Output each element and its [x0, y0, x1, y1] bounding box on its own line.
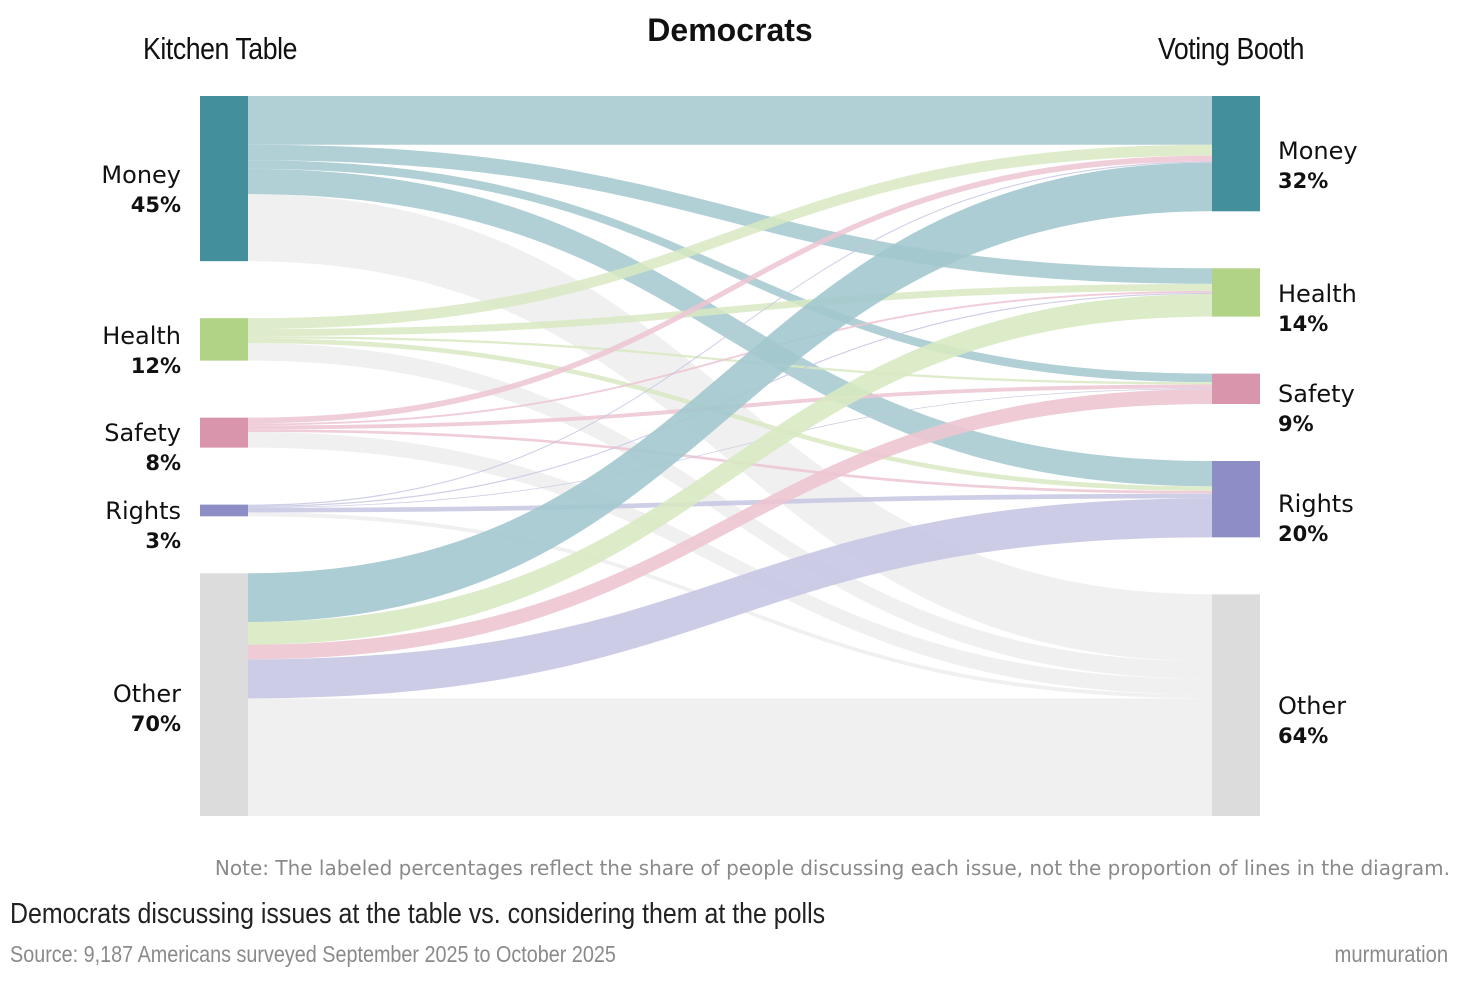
- flow-health-to-money: [248, 144, 1212, 330]
- chart-title: Democrats: [647, 12, 813, 48]
- left-label-health: Health 12%: [21, 321, 181, 381]
- left-label-safety-name: Safety: [104, 419, 181, 447]
- right-label-safety-name: Safety: [1278, 380, 1355, 408]
- left-label-money: Money 45%: [21, 160, 181, 220]
- left-label-other-name: Other: [112, 680, 181, 708]
- flow-other-to-safety: [248, 389, 1212, 660]
- right-column-heading: Voting Booth: [1158, 31, 1305, 66]
- right-label-rights-name: Rights: [1278, 490, 1354, 518]
- left-node-health: [200, 318, 248, 361]
- nodes-layer: [200, 96, 1260, 816]
- brand-logo-text: murmuration: [1334, 941, 1448, 967]
- flow-safety-to-other: [248, 432, 1212, 695]
- left-label-health-name: Health: [102, 322, 181, 350]
- right-label-money-name: Money: [1278, 137, 1358, 165]
- left-node-rights: [200, 504, 248, 517]
- flow-money-to-rights: [248, 168, 1212, 487]
- left-label-rights: Rights 3%: [21, 496, 181, 556]
- right-label-health-name: Health: [1278, 280, 1357, 308]
- left-label-other: Other 70%: [21, 679, 181, 739]
- flows-layer: [248, 96, 1212, 816]
- left-column-heading: Kitchen Table: [143, 31, 297, 66]
- footnote: Note: The labeled percentages reflect th…: [214, 856, 1450, 880]
- right-label-rights-pct: 20%: [1278, 522, 1329, 546]
- right-node-health: [1212, 268, 1260, 317]
- flow-rights-to-rights: [248, 493, 1212, 513]
- right-label-money: Money 32%: [1278, 136, 1358, 196]
- left-label-rights-pct: 3%: [145, 529, 181, 553]
- right-label-health-pct: 14%: [1278, 312, 1329, 336]
- right-label-other-pct: 64%: [1278, 724, 1329, 748]
- right-node-money: [1212, 96, 1260, 212]
- right-label-money-pct: 32%: [1278, 169, 1329, 193]
- left-label-money-name: Money: [101, 161, 181, 189]
- flow-health-to-safety: [248, 336, 1212, 385]
- flow-money-to-other: [248, 194, 1212, 662]
- flow-health-to-other: [248, 343, 1212, 679]
- left-label-health-pct: 12%: [130, 354, 181, 378]
- right-label-other-name: Other: [1278, 692, 1347, 720]
- right-label-health: Health 14%: [1278, 279, 1357, 339]
- flow-other-to-money: [248, 162, 1212, 623]
- left-label-rights-name: Rights: [105, 497, 181, 525]
- right-label-safety-pct: 9%: [1278, 412, 1314, 436]
- right-node-rights: [1212, 460, 1260, 538]
- flow-safety-to-health: [248, 290, 1212, 426]
- source-line: Source: 9,187 Americans surveyed Septemb…: [10, 941, 616, 967]
- left-node-safety: [200, 417, 248, 448]
- flow-money-to-safety: [248, 160, 1212, 383]
- right-node-safety: [1212, 373, 1260, 404]
- flow-money-to-health: [248, 144, 1212, 284]
- left-label-safety: Safety 8%: [21, 418, 181, 478]
- left-node-other: [200, 573, 248, 816]
- flow-rights-to-money: [248, 161, 1212, 506]
- left-label-money-pct: 45%: [130, 193, 181, 217]
- flow-other-to-health: [248, 294, 1212, 645]
- right-node-other: [1212, 594, 1260, 816]
- right-label-rights: Rights 20%: [1278, 489, 1354, 549]
- flow-money-to-money: [248, 96, 1212, 145]
- flow-other-to-rights: [248, 498, 1212, 699]
- flow-health-to-health: [248, 283, 1212, 337]
- flow-safety-to-money: [248, 155, 1212, 424]
- flow-other-to-other: [248, 698, 1212, 816]
- flow-rights-to-safety: [248, 388, 1212, 508]
- left-node-money: [200, 96, 248, 262]
- chart-subtitle: Democrats discussing issues at the table…: [10, 898, 826, 930]
- left-label-other-pct: 70%: [130, 712, 181, 736]
- right-label-other: Other 64%: [1278, 691, 1346, 751]
- left-label-safety-pct: 8%: [145, 451, 181, 475]
- right-label-safety: Safety 9%: [1278, 379, 1355, 439]
